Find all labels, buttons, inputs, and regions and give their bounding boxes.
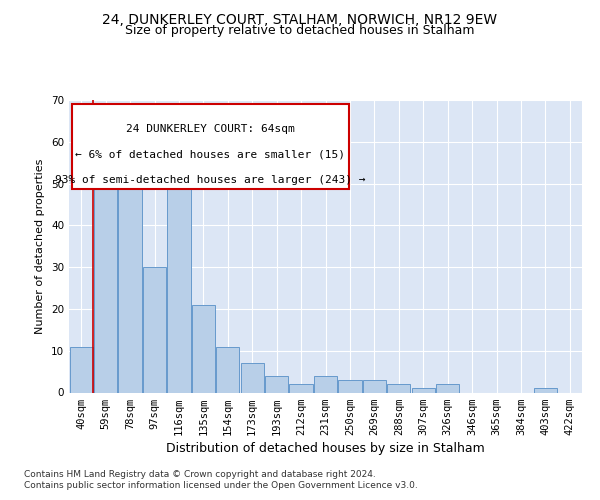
Text: Size of property relative to detached houses in Stalham: Size of property relative to detached ho… [125,24,475,37]
Bar [314,376,337,392]
Bar [387,384,410,392]
Text: Contains HM Land Registry data © Crown copyright and database right 2024.: Contains HM Land Registry data © Crown c… [24,470,376,479]
Y-axis label: Number of detached properties: Number of detached properties [35,158,46,334]
Bar [70,346,93,393]
Text: ← 6% of detached houses are smaller (15): ← 6% of detached houses are smaller (15) [75,150,345,160]
X-axis label: Distribution of detached houses by size in Stalham: Distribution of detached houses by size … [166,442,485,455]
Bar [338,380,362,392]
Text: 93% of semi-detached houses are larger (243) →: 93% of semi-detached houses are larger (… [55,174,365,184]
Bar [265,376,288,392]
Bar [216,346,239,393]
FancyBboxPatch shape [71,104,349,189]
Bar [436,384,459,392]
Text: Contains public sector information licensed under the Open Government Licence v3: Contains public sector information licen… [24,481,418,490]
Bar [118,150,142,392]
Bar [94,171,117,392]
Text: 24, DUNKERLEY COURT, STALHAM, NORWICH, NR12 9EW: 24, DUNKERLEY COURT, STALHAM, NORWICH, N… [103,12,497,26]
Text: 24 DUNKERLEY COURT: 64sqm: 24 DUNKERLEY COURT: 64sqm [126,124,295,134]
Bar [289,384,313,392]
Bar [363,380,386,392]
Bar [241,363,264,392]
Bar [167,180,191,392]
Bar [192,304,215,392]
Bar [534,388,557,392]
Bar [412,388,435,392]
Bar [143,267,166,392]
